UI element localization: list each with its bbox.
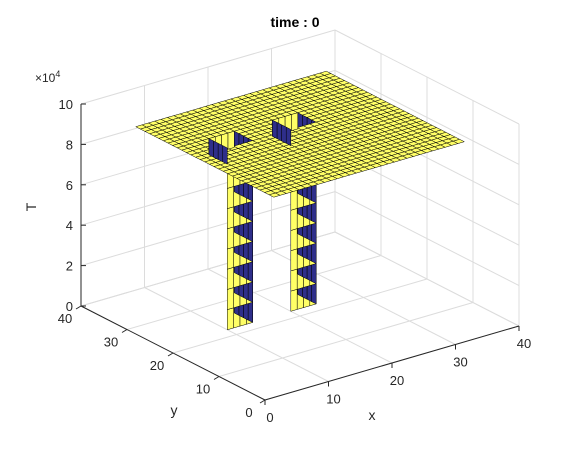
pit-left-wall <box>285 126 292 147</box>
z-axis-label: T <box>23 202 39 211</box>
x-axis-label: x <box>369 407 376 423</box>
floor-grid-y <box>172 278 428 354</box>
well-face-front <box>227 206 234 230</box>
plateau-cell <box>452 139 465 144</box>
y-tick-mark <box>213 376 220 380</box>
y-axis-label: y <box>171 402 178 418</box>
well-face-front <box>227 287 234 310</box>
surface-mesh <box>135 70 465 331</box>
z-multiplier-label: ×104 <box>35 69 60 85</box>
y-tick-mark <box>75 305 82 310</box>
well-face-front <box>227 186 234 209</box>
well-face-front <box>290 248 298 272</box>
well-face-front <box>227 307 234 331</box>
x-tick-label: 10 <box>326 392 340 407</box>
pit-left-wall <box>213 140 219 160</box>
z-tick-label: 10 <box>59 97 73 112</box>
well-face-front <box>290 288 298 312</box>
chart-title: time : 0 <box>270 14 319 30</box>
y-tick-label: 40 <box>58 311 72 326</box>
y-tick-label: 10 <box>196 382 210 397</box>
floor-grid-y <box>126 255 382 330</box>
wall-grid-z2 <box>334 231 520 327</box>
pit-back-wall <box>291 112 299 132</box>
wall-grid-z2 <box>334 29 520 125</box>
y-tick-mark <box>121 329 128 333</box>
well-face-front <box>290 228 298 252</box>
pit-left-wall <box>217 142 223 163</box>
well-face-front <box>227 266 234 290</box>
z-tick-label: 2 <box>66 259 73 274</box>
pit-left-wall <box>208 138 214 158</box>
pit-left-wall <box>281 124 287 144</box>
pit-left-wall <box>272 119 278 140</box>
z-tick-label: 4 <box>66 218 73 233</box>
y-tick-mark <box>259 399 266 404</box>
y-tick-mark <box>167 352 174 357</box>
pit-left-wall <box>222 145 228 165</box>
x-tick-label: 20 <box>390 373 404 388</box>
pit-back-wall <box>227 130 235 150</box>
y-tick-label: 0 <box>245 405 252 420</box>
well-face-front <box>227 226 234 250</box>
wall-grid-z2 <box>334 191 520 287</box>
y-tick-label: 20 <box>150 358 164 373</box>
floor-grid-y <box>218 302 474 377</box>
wall-grid-z <box>80 29 336 105</box>
pit-left-wall <box>276 121 282 142</box>
z-tick-label: 6 <box>66 178 73 193</box>
well-face-front <box>290 208 298 231</box>
axes-lines <box>75 103 520 405</box>
z-tick-label: 8 <box>66 137 73 152</box>
x-tick-label: 0 <box>266 410 273 425</box>
well-face-front <box>290 268 298 292</box>
wall-grid-z2 <box>334 69 520 165</box>
x-tick-label: 30 <box>453 355 467 370</box>
well-face-front <box>227 246 234 270</box>
y-tick-label: 30 <box>104 335 118 350</box>
x-tick-label: 40 <box>517 336 531 351</box>
z-tick-label: 0 <box>66 299 73 314</box>
